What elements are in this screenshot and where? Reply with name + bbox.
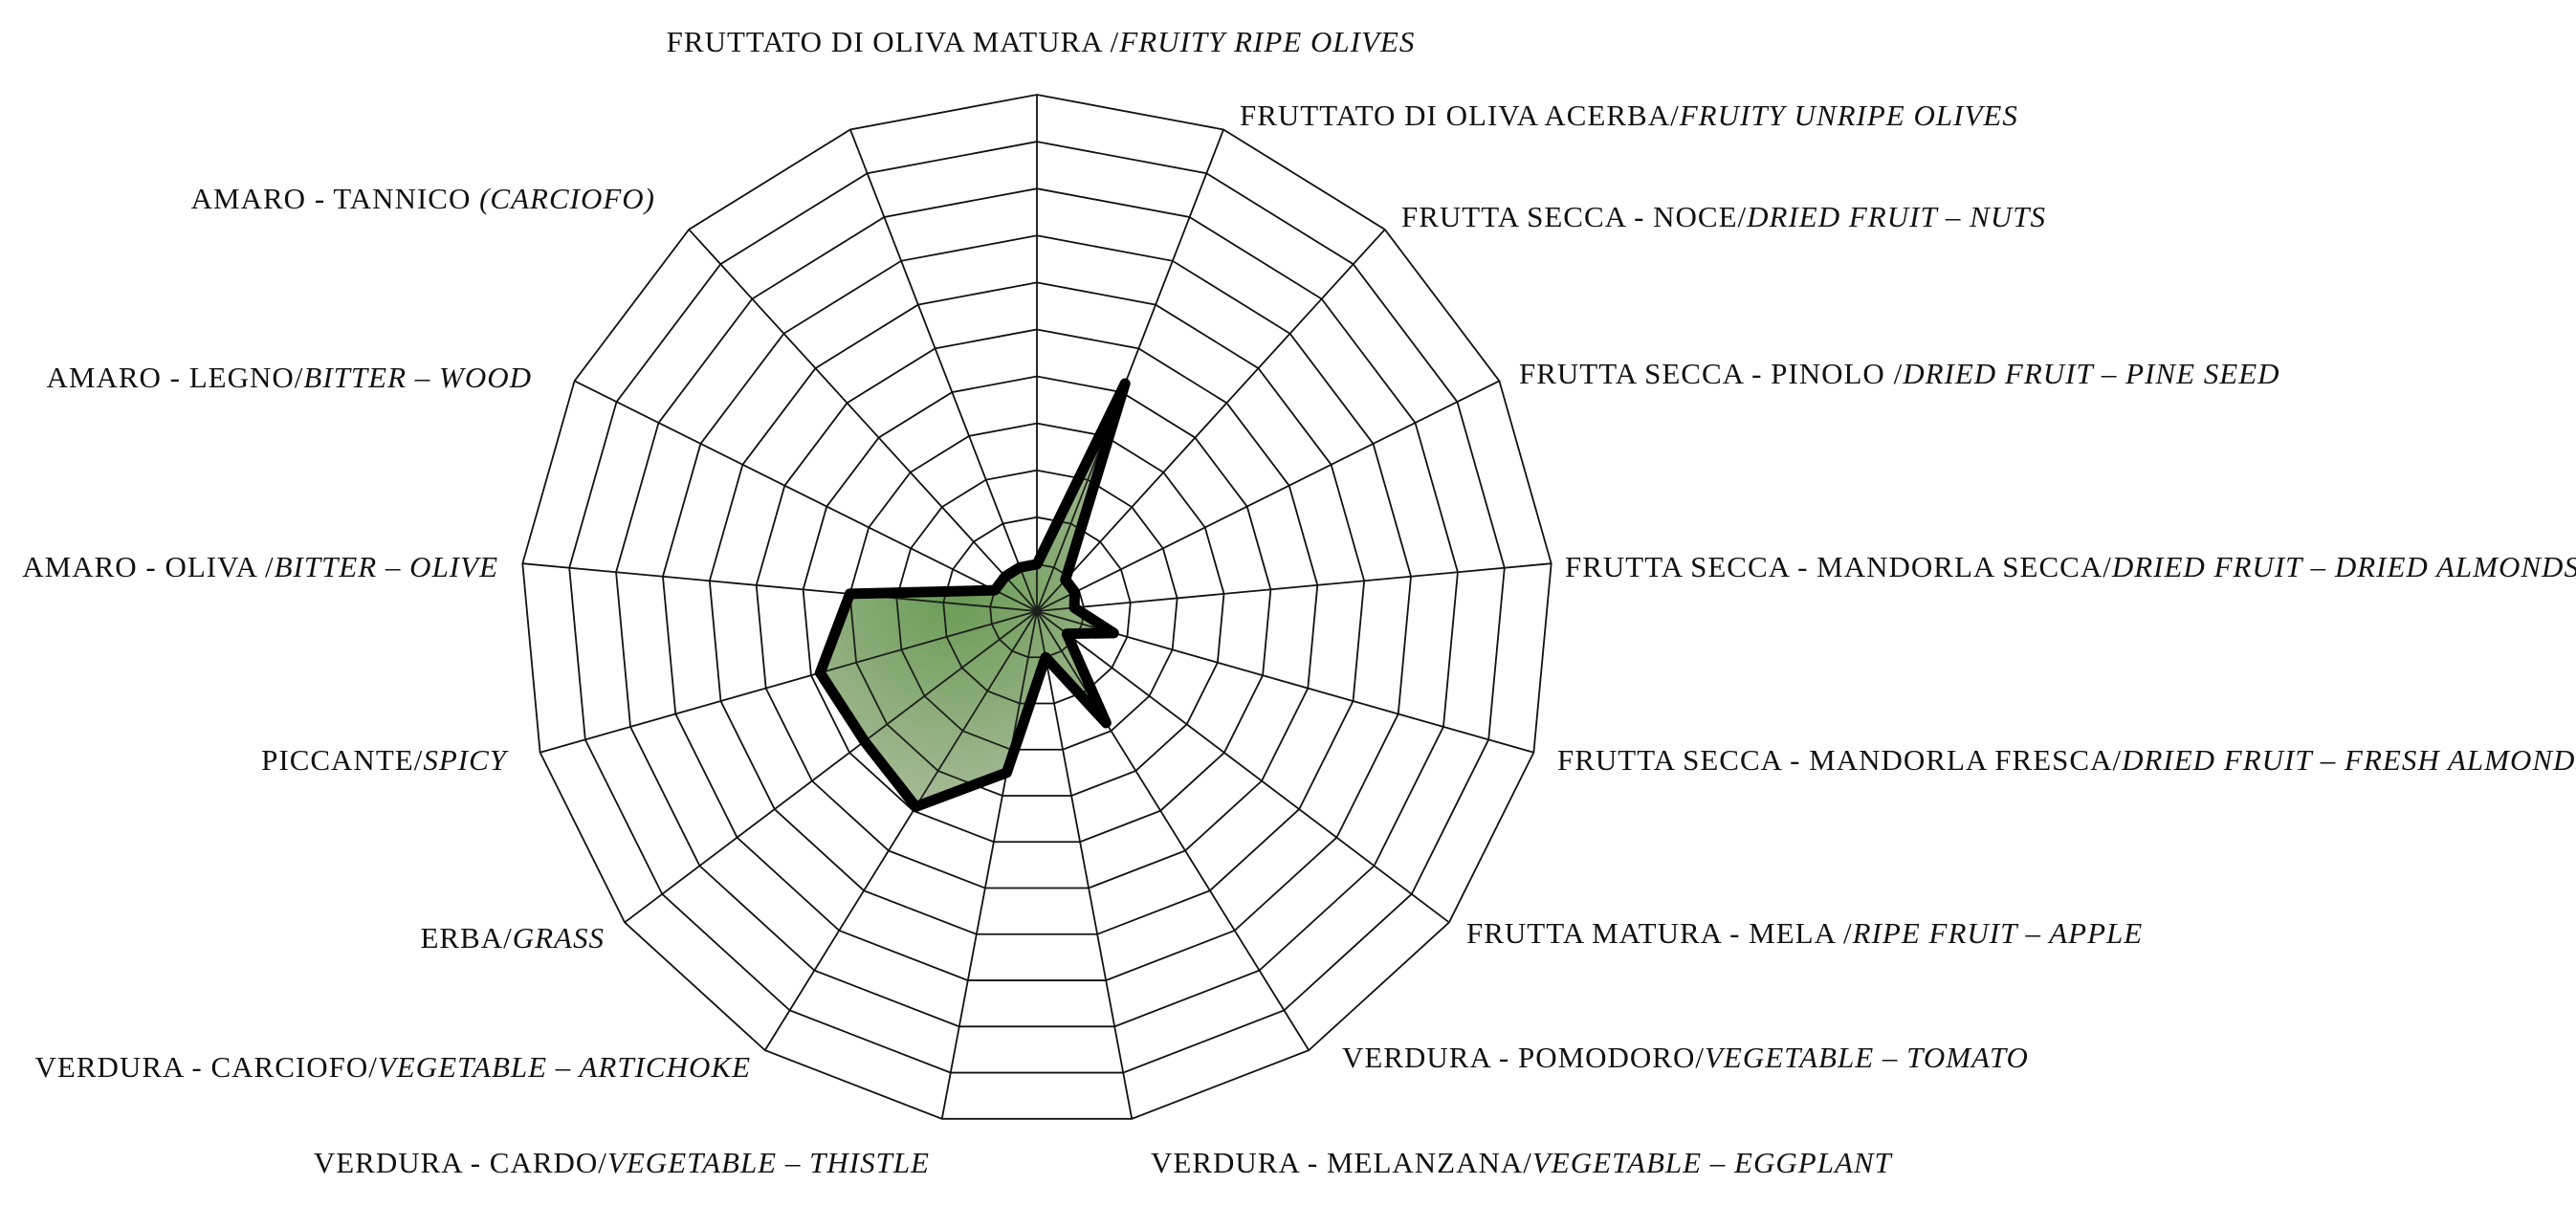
data-point-5 xyxy=(1109,627,1119,638)
axis-label-13: AMARO - OLIVA /BITTER – OLIVE xyxy=(22,550,498,583)
axis-label-0: FRUTTATO DI OLIVA MATURA /FRUITY RIPE OL… xyxy=(667,25,1416,58)
axis-label-7: VERDURA - POMODORO/VEGETABLE – TOMATO xyxy=(1342,1041,2029,1074)
axis-label-3: FRUTTA SECCA - PINOLO /DRIED FRUIT – PIN… xyxy=(1519,357,2280,390)
data-point-0 xyxy=(1032,559,1042,569)
data-point-15 xyxy=(1000,571,1010,582)
grid-spoke-8 xyxy=(1036,610,1134,1119)
grid-ring-11 xyxy=(521,94,1552,1120)
data-point-7 xyxy=(1101,717,1112,728)
axis-label-11: ERBA/GRASS xyxy=(420,921,605,955)
axis-label-1: FRUTTATO DI OLIVA ACERBA/FRUITY UNRIPE O… xyxy=(1240,99,2018,132)
grid-ring-10 xyxy=(568,141,1506,1074)
data-point-4 xyxy=(1069,603,1080,613)
grid-spoke-5 xyxy=(1036,610,1534,754)
axis-label-6: FRUTTA MATURA - MELA /RIPE FRUIT – APPLE xyxy=(1466,916,2143,950)
overlay-spoke-9 xyxy=(940,610,1038,807)
data-point-16 xyxy=(1015,562,1025,573)
grid-spoke-16 xyxy=(849,129,1038,612)
axis-label-14: AMARO - LEGNO/BITTER – WOOD xyxy=(47,361,532,394)
grid-spoke-4 xyxy=(1036,562,1552,612)
data-point-2 xyxy=(1060,575,1070,585)
axis-label-15: AMARO - TANNICO (CARCIOFO) xyxy=(191,182,655,215)
axis-label-8: VERDURA - MELANZANA/VEGETABLE – EGGPLANT xyxy=(1151,1146,1894,1179)
axis-label-2: FRUTTA SECCA - NOCE/DRIED FRUIT – NUTS xyxy=(1401,200,2046,233)
grid-ring-8 xyxy=(662,234,1412,981)
grid-ring-6 xyxy=(755,328,1319,889)
overlay-spoke-12 xyxy=(820,610,1038,754)
axis-label-4: FRUTTA SECCA - MANDORLA SECCA/DRIED FRUI… xyxy=(1565,550,2576,583)
data-point-14 xyxy=(990,585,1001,596)
grid-spoke-2 xyxy=(1036,229,1386,612)
overlay-spoke-10 xyxy=(820,610,1038,807)
grid-ring-4 xyxy=(848,422,1225,797)
grid-spoke-3 xyxy=(1036,380,1500,612)
data-point-11 xyxy=(859,736,870,747)
data-point-8 xyxy=(1041,652,1051,663)
grid-ring-9 xyxy=(615,187,1459,1028)
grid-spoke-14 xyxy=(574,380,1038,612)
data-point-9 xyxy=(1002,767,1012,778)
grid-ring-3 xyxy=(895,469,1178,751)
axis-label-10: VERDURA - CARCIOFO/VEGETABLE – ARTICHOKE xyxy=(35,1050,751,1084)
data-point-10 xyxy=(911,801,921,812)
grid-spoke-15 xyxy=(688,229,1038,612)
overlay-spoke-1 xyxy=(1036,383,1126,612)
grid-ring-7 xyxy=(708,281,1366,935)
grid-ring-5 xyxy=(802,375,1272,844)
radar-grid xyxy=(521,94,1552,1120)
data-point-1 xyxy=(1120,378,1131,388)
grid-spoke-6 xyxy=(1036,610,1450,924)
data-point-3 xyxy=(1069,587,1080,598)
data-point-6 xyxy=(1062,628,1072,639)
axis-label-12: PICCANTE/SPICY xyxy=(261,743,509,777)
overlay-spoke-13 xyxy=(820,562,1038,612)
grid-ring-2 xyxy=(942,516,1132,705)
data-point-13 xyxy=(845,588,855,599)
overlay-spoke-7 xyxy=(1036,610,1126,807)
data-point-12 xyxy=(815,668,826,678)
axis-label-5: FRUTTA SECCA - MANDORLA FRESCA/DRIED FRU… xyxy=(1557,743,2576,777)
axis-label-9: VERDURA - CARDO/VEGETABLE – THISTLE xyxy=(314,1146,930,1179)
